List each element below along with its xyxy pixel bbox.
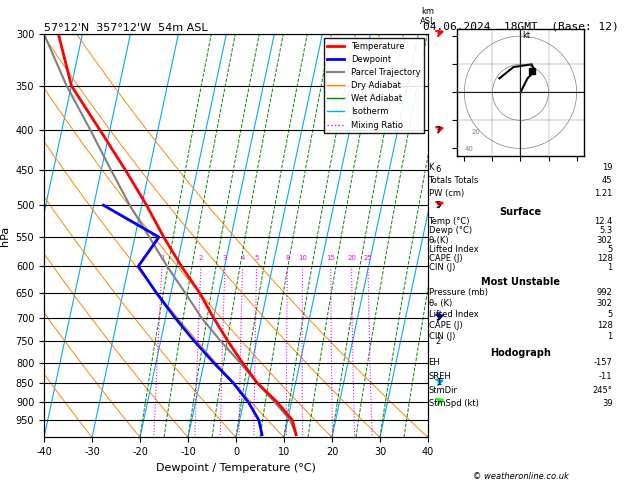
Text: 1: 1 — [160, 255, 165, 260]
Text: 5: 5 — [436, 201, 441, 209]
Text: θₑ(K): θₑ(K) — [428, 236, 449, 244]
Legend: Temperature, Dewpoint, Parcel Trajectory, Dry Adiabat, Wet Adiabat, Isotherm, Mi: Temperature, Dewpoint, Parcel Trajectory… — [324, 38, 424, 133]
Text: Temp (°C): Temp (°C) — [428, 217, 470, 226]
Text: EH: EH — [428, 358, 440, 367]
Text: 2: 2 — [199, 255, 203, 260]
Text: 19: 19 — [602, 163, 613, 172]
Text: 3: 3 — [223, 255, 227, 260]
Text: 45: 45 — [602, 176, 613, 185]
Text: Totals Totals: Totals Totals — [428, 176, 479, 185]
Text: 20: 20 — [471, 129, 480, 136]
Y-axis label: hPa: hPa — [0, 226, 10, 246]
Text: 992: 992 — [597, 288, 613, 296]
Text: θₑ (K): θₑ (K) — [428, 299, 452, 308]
Text: SREH: SREH — [428, 372, 451, 381]
Text: 302: 302 — [597, 236, 613, 244]
Text: Lifted Index: Lifted Index — [428, 310, 478, 319]
Text: 57°12'N  357°12'W  54m ASL: 57°12'N 357°12'W 54m ASL — [44, 23, 208, 33]
Text: 20: 20 — [347, 255, 356, 260]
Text: 7: 7 — [436, 126, 441, 135]
Text: 1.21: 1.21 — [594, 189, 613, 198]
Text: km
ASL: km ASL — [420, 6, 436, 26]
Text: 1: 1 — [436, 379, 441, 387]
Text: Dewp (°C): Dewp (°C) — [428, 226, 472, 235]
Text: K: K — [428, 163, 434, 172]
Text: 3: 3 — [436, 313, 441, 322]
Text: 1: 1 — [607, 331, 613, 341]
Text: 40: 40 — [464, 146, 473, 152]
Text: 25: 25 — [364, 255, 372, 260]
Text: © weatheronline.co.uk: © weatheronline.co.uk — [472, 472, 569, 481]
Text: 245°: 245° — [593, 385, 613, 395]
Text: 12.4: 12.4 — [594, 217, 613, 226]
Text: StmDir: StmDir — [428, 385, 457, 395]
Text: Surface: Surface — [499, 207, 542, 217]
Text: 5: 5 — [607, 310, 613, 319]
Text: 5: 5 — [255, 255, 259, 260]
X-axis label: Dewpoint / Temperature (°C): Dewpoint / Temperature (°C) — [156, 463, 316, 473]
Text: 1: 1 — [607, 263, 613, 272]
Text: 39: 39 — [602, 399, 613, 408]
Text: 2: 2 — [436, 336, 441, 346]
Text: 5: 5 — [607, 244, 613, 254]
Text: 128: 128 — [597, 321, 613, 330]
Text: Most Unstable: Most Unstable — [481, 277, 560, 287]
Text: 8: 8 — [285, 255, 290, 260]
Text: 10: 10 — [298, 255, 307, 260]
Text: CAPE (J): CAPE (J) — [428, 321, 462, 330]
Text: 5.3: 5.3 — [599, 226, 613, 235]
Text: Pressure (mb): Pressure (mb) — [428, 288, 487, 296]
Text: kt: kt — [522, 31, 530, 39]
Text: PW (cm): PW (cm) — [428, 189, 464, 198]
Text: 4: 4 — [240, 255, 245, 260]
Text: -11: -11 — [599, 372, 613, 381]
Text: 04.06.2024  18GMT  (Base: 12): 04.06.2024 18GMT (Base: 12) — [423, 22, 618, 32]
Text: StmSpd (kt): StmSpd (kt) — [428, 399, 479, 408]
Text: CIN (J): CIN (J) — [428, 331, 455, 341]
Text: CIN (J): CIN (J) — [428, 263, 455, 272]
Text: 302: 302 — [597, 299, 613, 308]
Text: -157: -157 — [594, 358, 613, 367]
Text: 128: 128 — [597, 254, 613, 263]
Text: CAPE (J): CAPE (J) — [428, 254, 462, 263]
Text: 6: 6 — [436, 165, 441, 174]
Text: 15: 15 — [326, 255, 335, 260]
Text: Lifted Index: Lifted Index — [428, 244, 478, 254]
Text: Hodograph: Hodograph — [490, 347, 551, 358]
